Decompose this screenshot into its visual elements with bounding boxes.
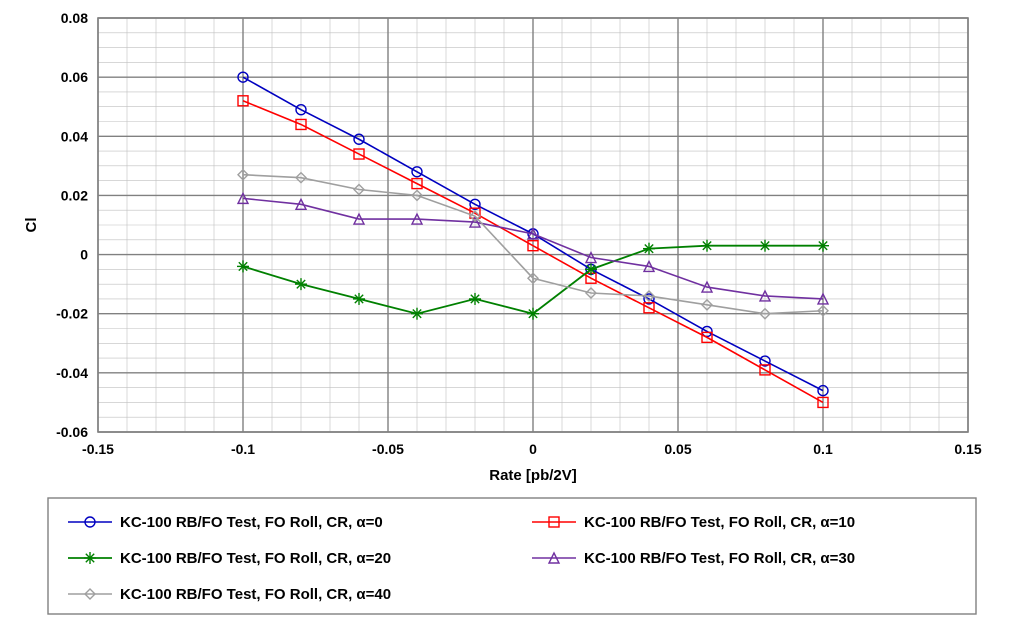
x-tick-label: 0.05 xyxy=(664,441,691,457)
marker-asterisk-icon xyxy=(84,552,96,564)
legend-label: KC-100 RB/FO Test, FO Roll, CR, α=0 xyxy=(120,514,383,531)
marker-asterisk-icon xyxy=(759,240,771,252)
y-tick-label: 0.02 xyxy=(61,187,88,203)
y-tick-label: -0.02 xyxy=(56,306,88,322)
line-chart: -0.15 -0.1 -0.05 0 0.05 0.1 0.15 -0.06 -0.04 -0.0… xyxy=(0,0,1018,635)
x-tick-label: -0.1 xyxy=(231,441,255,457)
x-tick-label: 0.15 xyxy=(954,441,981,457)
y-axis-label: Cl xyxy=(23,218,40,233)
y-tick-label: -0.04 xyxy=(56,365,88,381)
marker-asterisk-icon xyxy=(643,243,655,255)
legend-label: KC-100 RB/FO Test, FO Roll, CR, α=40 xyxy=(120,586,391,603)
x-tick-label: -0.05 xyxy=(372,441,404,457)
y-tick-label: 0 xyxy=(80,247,88,263)
x-axis-label: Rate [pb/2V] xyxy=(489,467,577,484)
x-tick-label: 0.1 xyxy=(813,441,833,457)
y-tick-label: 0.04 xyxy=(61,128,88,144)
legend-label: KC-100 RB/FO Test, FO Roll, CR, α=10 xyxy=(584,514,855,531)
x-tick-label: -0.15 xyxy=(82,441,114,457)
y-tick-label: -0.06 xyxy=(56,424,88,440)
x-tick-label: 0 xyxy=(529,441,537,457)
y-tick-label: 0.06 xyxy=(61,69,88,85)
y-tick-label: 0.08 xyxy=(61,10,88,26)
legend-label: KC-100 RB/FO Test, FO Roll, CR, α=30 xyxy=(584,550,855,567)
legend-label: KC-100 RB/FO Test, FO Roll, CR, α=20 xyxy=(120,550,391,567)
marker-asterisk-icon xyxy=(701,240,713,252)
marker-asterisk-icon xyxy=(817,240,829,252)
